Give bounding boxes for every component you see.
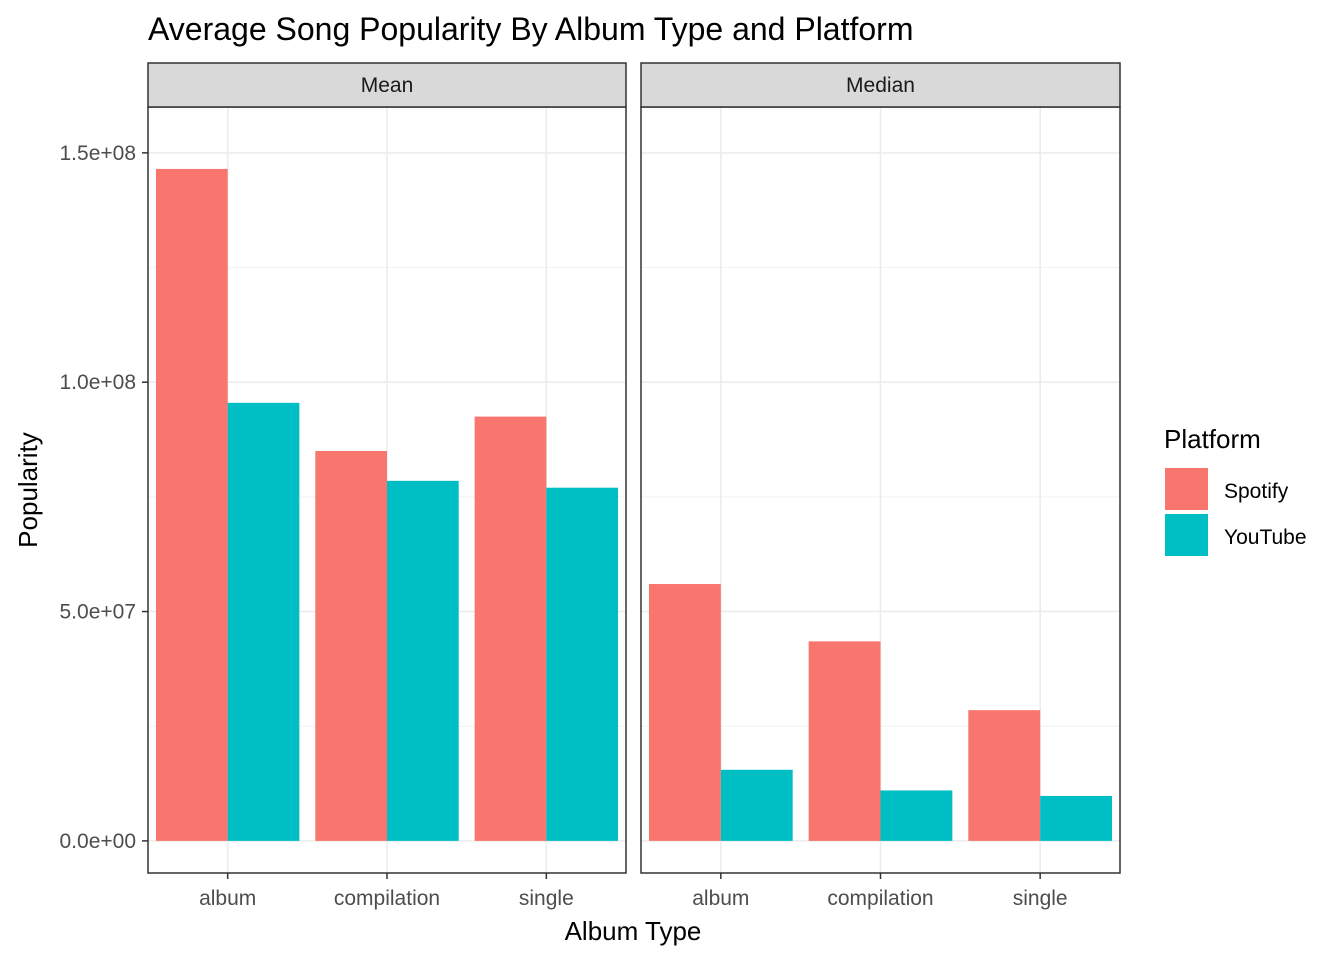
x-tick-label: compilation [334, 887, 440, 910]
legend-key-spotify [1165, 468, 1208, 510]
facet-strip [640, 62, 1121, 108]
y-axis: 0.0e+00 5.0e+07 1.0e+08 1.5e+08 [60, 142, 148, 853]
x-tick-label: album [199, 887, 256, 910]
x-tick-label: album [692, 887, 749, 910]
y-tick-label: 1.5e+08 [60, 142, 137, 165]
facet-strip-label: Median [846, 74, 915, 97]
bar-youtube-single [1040, 795, 1113, 841]
facet-panel-mean: Mean album compilation single [147, 62, 627, 910]
bar-youtube-compilation [880, 790, 953, 841]
x-axis-title: Album Type [565, 916, 702, 946]
x-tick-label: compilation [827, 887, 933, 910]
bar-spotify-album [648, 584, 721, 841]
y-tick-label: 0.0e+00 [60, 830, 137, 853]
bar-spotify-compilation [315, 451, 387, 841]
bar-spotify-album [155, 168, 228, 841]
bar-youtube-single [546, 487, 619, 841]
bar-youtube-album [720, 769, 793, 841]
legend-items: Spotify YouTube [1165, 468, 1307, 556]
facet-panels: Mean album compilation single Median album com… [147, 62, 1121, 910]
x-tick-label: single [519, 887, 574, 910]
facet-panel-median: Median album compilation single [640, 62, 1121, 910]
legend-key-youtube [1165, 514, 1208, 556]
bar-spotify-compilation [808, 641, 881, 841]
facet-strip-label: Mean [361, 74, 414, 97]
bar-youtube-album [227, 402, 300, 841]
bar-spotify-single [474, 416, 547, 841]
legend-label-spotify: Spotify [1224, 480, 1289, 503]
bar-youtube-compilation [387, 480, 459, 841]
y-tick-label: 1.0e+08 [60, 371, 137, 394]
legend-label-youtube: YouTube [1224, 526, 1307, 549]
x-tick-label: single [1013, 887, 1068, 910]
legend: Platform Spotify YouTube [1164, 424, 1307, 556]
legend-title: Platform [1164, 424, 1261, 454]
chart-title: Average Song Popularity By Album Type an… [148, 11, 913, 47]
y-tick-label: 5.0e+07 [60, 601, 137, 624]
facet-strip [147, 62, 627, 108]
y-axis-title: Popularity [13, 432, 43, 548]
bar-spotify-single [968, 710, 1041, 841]
